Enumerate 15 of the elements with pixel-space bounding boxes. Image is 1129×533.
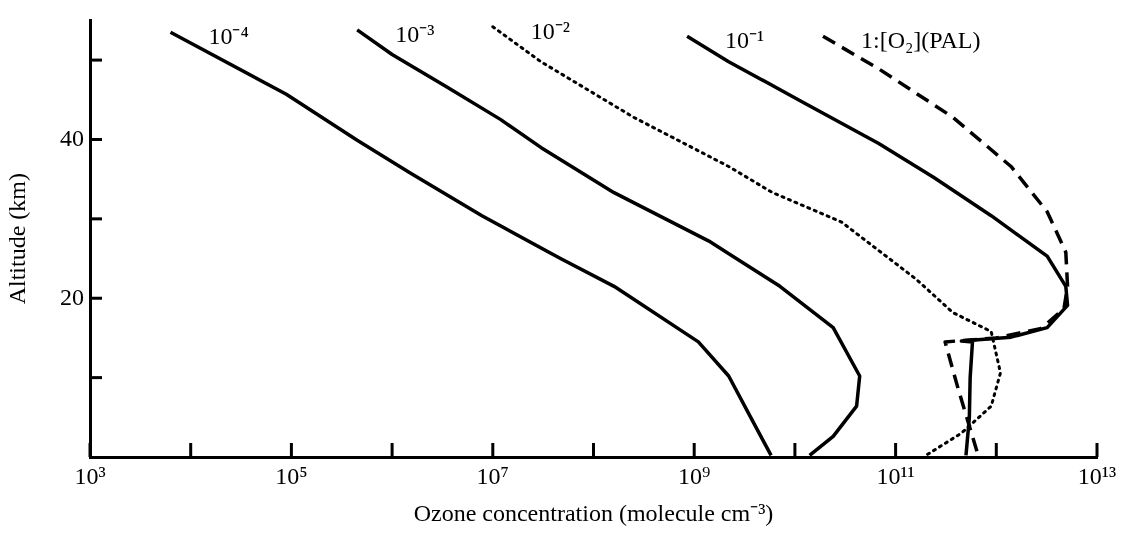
x-tick-label: 10¹¹ [876, 462, 915, 489]
x-tick-label: 10¹³ [1077, 462, 1117, 489]
x-tick-label: 10⁵ [275, 462, 308, 489]
series-label: 10⁻¹ [725, 27, 765, 54]
series-label: 10⁻² [530, 17, 570, 44]
x-tick-label: 10⁷ [476, 462, 509, 489]
x-axis-title: Ozone concentration (molecule cm⁻³) [413, 499, 774, 526]
y-tick-label: 20 [60, 283, 84, 310]
series-label: 10⁻⁴ [208, 23, 249, 50]
x-tick-label: 10³ [74, 462, 106, 489]
series-label: 1:[O₂](PAL) [860, 27, 981, 54]
y-axis-title: Altitude (km) [3, 173, 30, 305]
series-label: 10⁻³ [395, 20, 435, 47]
y-tick-label: 40 [60, 124, 84, 151]
x-tick-label: 10⁹ [678, 462, 711, 489]
